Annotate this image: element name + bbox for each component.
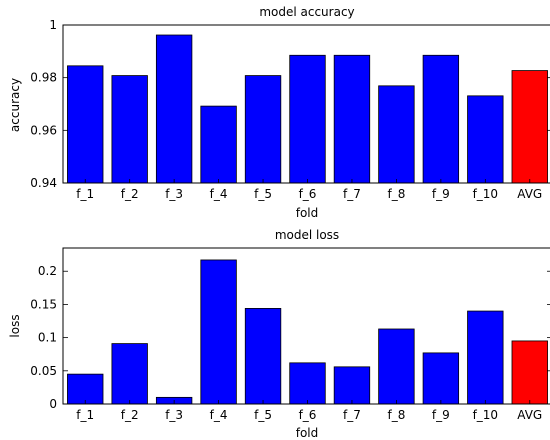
loss-x-tick-label: f_10 (473, 408, 499, 422)
loss-x-tick-label: f_8 (387, 408, 405, 422)
accuracy-x-axis-label: fold (296, 206, 319, 220)
accuracy-y-tick-label: 1 (49, 18, 57, 32)
accuracy-y-axis-label: accuracy (8, 78, 22, 132)
accuracy-x-tick-label: f_6 (299, 187, 317, 201)
loss-x-ticks: f_1 f_2 f_3 f_4 f_5 f_6 f_7 f_8 f_9 f_10 AVG (76, 400, 542, 422)
accuracy-x-tick-label: f_2 (121, 187, 139, 201)
loss-y-tick-label: 0.1 (38, 331, 57, 345)
loss-x-tick-label: f_3 (165, 408, 183, 422)
accuracy-x-tick-label: AVG (517, 187, 542, 201)
accuracy-bar-f-10 (467, 95, 504, 184)
loss-y-tick-label: 0 (49, 397, 57, 411)
accuracy-x-tick-label: f_1 (76, 187, 94, 201)
accuracy-bar-avg (511, 70, 548, 184)
accuracy-x-ticks: f_1 f_2 f_3 f_4 f_5 f_6 f_7 f_8 f_9 f_10 AVG (76, 179, 542, 201)
loss-bar-f-4 (200, 259, 237, 405)
accuracy-x-tick-label: f_4 (210, 187, 228, 201)
loss-axes-frame (62, 247, 550, 405)
accuracy-bar-f-7 (333, 54, 371, 184)
loss-x-tick-label: f_4 (210, 408, 228, 422)
accuracy-y-ticks: 0.94 0.96 0.98 1 (30, 18, 550, 190)
loss-x-tick-label: f_9 (432, 408, 450, 422)
accuracy-bar-f-8 (378, 85, 415, 184)
loss-title: model loss (275, 228, 339, 242)
loss-y-axis-label: loss (8, 314, 22, 337)
loss-bar-f-1 (67, 373, 104, 405)
loss-bar-f-10 (467, 310, 504, 405)
accuracy-x-tick-label: f_5 (254, 187, 272, 201)
loss-plot: model loss fold loss 0 0.05 0.1 0.15 0.2 f_1… (8, 228, 550, 440)
accuracy-x-tick-label: f_9 (432, 187, 450, 201)
accuracy-title: model accuracy (259, 5, 354, 19)
accuracy-bar-f-6 (289, 54, 326, 184)
loss-x-tick-label: f_5 (254, 408, 272, 422)
loss-y-tick-label: 0.2 (38, 264, 57, 278)
loss-x-tick-label: AVG (517, 408, 542, 422)
loss-bar-f-8 (378, 328, 415, 405)
loss-bar-f-2 (111, 343, 148, 405)
accuracy-bar-f-5 (244, 75, 282, 184)
accuracy-bar-f-9 (422, 54, 460, 184)
loss-y-tick-label: 0.05 (30, 364, 57, 378)
loss-x-tick-label: f_6 (299, 408, 317, 422)
loss-x-tick-label: f_2 (121, 408, 139, 422)
accuracy-plot: model accuracy fold accuracy 0.940.960.9… (8, 5, 550, 220)
accuracy-axes-frame (62, 24, 550, 184)
loss-bar-f-7 (333, 366, 371, 405)
accuracy-bar-f-4 (200, 105, 237, 184)
accuracy-x-tick-label: f_7 (343, 187, 361, 201)
accuracy-bar-f-3 (155, 34, 193, 184)
loss-bar-f-9 (422, 352, 460, 405)
loss-bar-f-5 (244, 308, 282, 405)
accuracy-x-tick-label: f_8 (387, 187, 405, 201)
accuracy-y-tick-label: 0.94 (30, 176, 57, 190)
accuracy-x-tick-label: f_10 (473, 187, 499, 201)
accuracy-x-tick-label: f_3 (165, 187, 183, 201)
accuracy-bar-f-1 (67, 65, 104, 184)
loss-bar-f-6 (289, 362, 326, 405)
loss-y-ticks: 0 0.05 0.1 0.15 0.2 (30, 264, 550, 411)
loss-y-tick-label: 0.15 (30, 297, 57, 311)
accuracy-y-tick-label: 0.98 (30, 71, 57, 85)
loss-x-tick-label: f_7 (343, 408, 361, 422)
loss-x-axis-label: fold (296, 426, 319, 440)
loss-x-tick-label: f_1 (76, 408, 94, 422)
accuracy-y-tick-label: 0.96 (30, 123, 57, 137)
loss-bar-avg (511, 340, 548, 405)
loss-bars (67, 259, 548, 405)
accuracy-bars (67, 34, 548, 184)
accuracy-bar-f-2 (111, 75, 148, 184)
